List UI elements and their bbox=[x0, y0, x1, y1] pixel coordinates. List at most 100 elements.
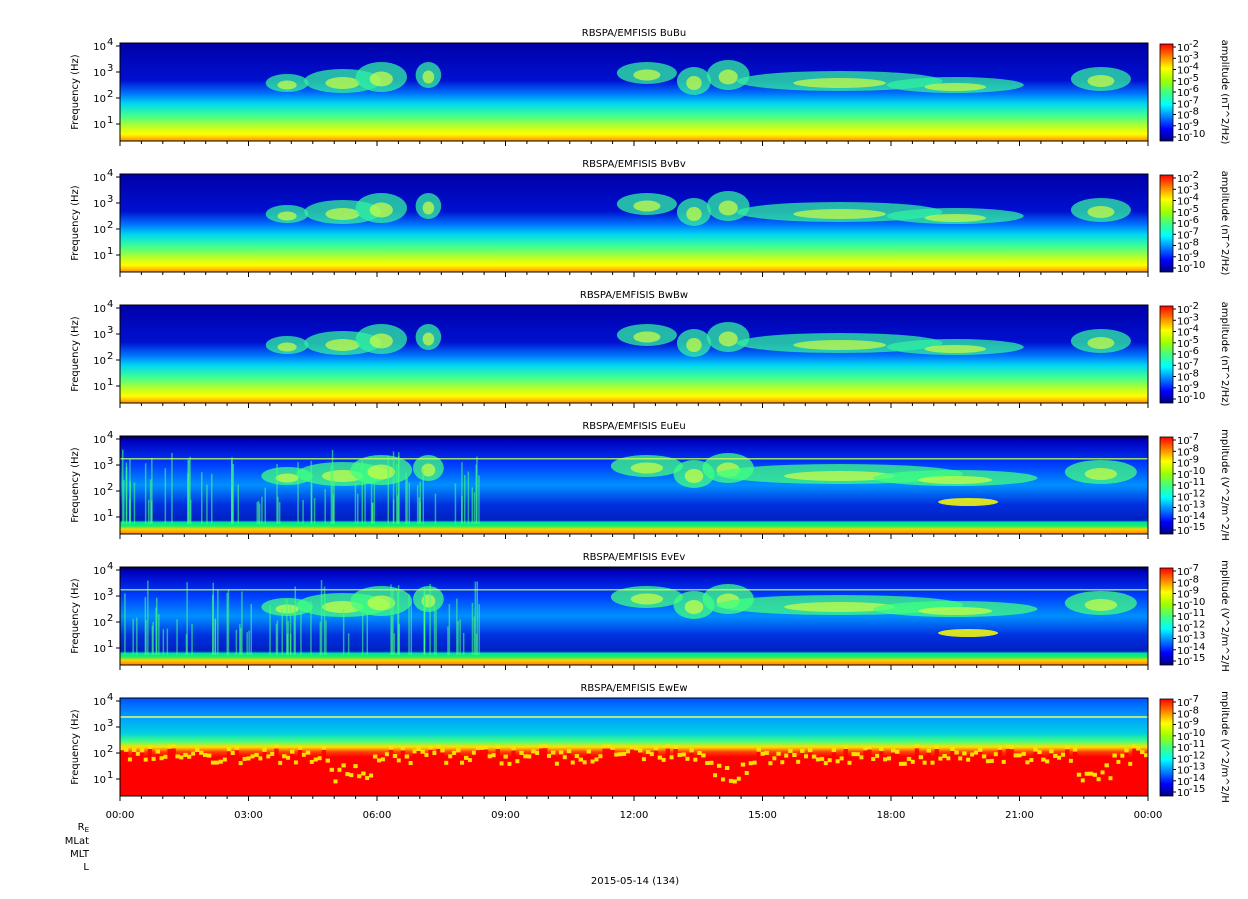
colorbar-tick-exponent: -14 bbox=[1189, 773, 1205, 784]
colorbar-tick-exponent: -13 bbox=[1189, 762, 1205, 773]
colorbar-tick-base: 10 bbox=[1177, 316, 1190, 327]
y-tick-exponent: 4 bbox=[107, 692, 113, 703]
colorbar-tick-base: 10 bbox=[1177, 339, 1190, 350]
time-axis: 00:00 03:00 06:00 09:00 12:00 15:00 18:00 21:00… bbox=[106, 810, 1163, 821]
colorbar: 10-210-310-410-510-610-710-810-910-10 amp… bbox=[1159, 39, 1230, 145]
ephemeris-label: MLT bbox=[70, 849, 90, 860]
colorbar-tick-exponent: -5 bbox=[1189, 335, 1199, 346]
spectrogram-image bbox=[120, 436, 1148, 534]
y-axis-label: Frequency (Hz) bbox=[70, 185, 81, 261]
x-tick-label: 06:00 bbox=[363, 810, 392, 821]
ephemeris-label: RE bbox=[78, 822, 89, 834]
colorbar-tick-exponent: -12 bbox=[1189, 488, 1205, 499]
colorbar-label: amplitude (nT^2/Hz) bbox=[1219, 40, 1230, 145]
x-tick-label: 00:00 bbox=[1134, 810, 1163, 821]
y-tick-exponent: 4 bbox=[107, 299, 113, 310]
y-tick-exponent: 2 bbox=[107, 744, 113, 755]
colorbar-tick-exponent: -2 bbox=[1189, 39, 1199, 50]
colorbar-tick-exponent: -15 bbox=[1189, 653, 1205, 664]
colorbar-tick-base: 10 bbox=[1177, 230, 1190, 241]
y-tick-exponent: 1 bbox=[107, 377, 113, 388]
colorbar-tick-exponent: -10 bbox=[1189, 728, 1205, 739]
colorbar-tick-exponent: -3 bbox=[1189, 181, 1199, 192]
colorbar-tick-exponent: -15 bbox=[1189, 522, 1205, 533]
colorbar-tick-exponent: -9 bbox=[1189, 249, 1199, 260]
colorbar-label: mplitude (V^2/m^2/H bbox=[1219, 429, 1230, 541]
colorbar-tick-exponent: -8 bbox=[1189, 443, 1199, 454]
y-tick-exponent: 1 bbox=[107, 770, 113, 781]
y-tick-exponent: 2 bbox=[107, 613, 113, 624]
colorbar-tick-base: 10 bbox=[1177, 721, 1190, 732]
colorbar-tick-base: 10 bbox=[1177, 754, 1190, 765]
colorbar-tick-base: 10 bbox=[1177, 88, 1190, 99]
colorbar-tick-exponent: -4 bbox=[1189, 324, 1199, 335]
colorbar-tick-exponent: -14 bbox=[1189, 511, 1205, 522]
y-tick-label: 10 bbox=[93, 618, 106, 629]
colorbar-tick-base: 10 bbox=[1177, 567, 1190, 578]
colorbar-tick-base: 10 bbox=[1177, 612, 1190, 623]
colorbar-tick-exponent: -9 bbox=[1189, 455, 1199, 466]
colorbar-tick-exponent: -6 bbox=[1189, 215, 1199, 226]
colorbar-tick-base: 10 bbox=[1177, 395, 1190, 406]
spectrogram-image bbox=[120, 567, 1148, 665]
colorbar-tick-base: 10 bbox=[1177, 328, 1190, 339]
panel-title: RBSPA/EMFISIS BwBw bbox=[580, 290, 688, 301]
y-tick-exponent: 1 bbox=[107, 639, 113, 650]
y-axis-label: Frequency (Hz) bbox=[70, 447, 81, 523]
colorbar-tick-base: 10 bbox=[1177, 709, 1190, 720]
colorbar-tick-exponent: -11 bbox=[1189, 739, 1205, 750]
colorbar-tick-exponent: -12 bbox=[1189, 619, 1205, 630]
y-tick-exponent: 2 bbox=[107, 89, 113, 100]
colorbar-tick-exponent: -7 bbox=[1189, 95, 1199, 106]
colorbar-tick-exponent: -7 bbox=[1189, 357, 1199, 368]
y-tick-exponent: 4 bbox=[107, 561, 113, 572]
colorbar-tick-exponent: -5 bbox=[1189, 73, 1199, 84]
colorbar-tick-base: 10 bbox=[1177, 470, 1190, 481]
spectrogram-image bbox=[120, 174, 1148, 272]
colorbar-tick-base: 10 bbox=[1177, 219, 1190, 230]
colorbar-tick-base: 10 bbox=[1177, 515, 1190, 526]
colorbar-tick-exponent: -13 bbox=[1189, 500, 1205, 511]
colorbar-tick-base: 10 bbox=[1177, 492, 1190, 503]
colorbar-tick-exponent: -8 bbox=[1189, 238, 1199, 249]
y-tick-exponent: 2 bbox=[107, 482, 113, 493]
y-tick-label: 10 bbox=[93, 356, 106, 367]
y-tick-exponent: 2 bbox=[107, 351, 113, 362]
y-tick-exponent: 3 bbox=[107, 456, 113, 467]
colorbar-tick-base: 10 bbox=[1177, 43, 1190, 54]
colorbar-tick-base: 10 bbox=[1177, 77, 1190, 88]
colorbar-label: amplitude (nT^2/Hz) bbox=[1219, 302, 1230, 407]
colorbar-tick-base: 10 bbox=[1177, 766, 1190, 777]
y-tick-label: 10 bbox=[93, 461, 106, 472]
colorbar-tick-base: 10 bbox=[1177, 305, 1190, 316]
colorbar-tick-exponent: -8 bbox=[1189, 107, 1199, 118]
colorbar-tick-exponent: -10 bbox=[1189, 260, 1205, 271]
ephemeris-label: MLat bbox=[65, 836, 89, 847]
y-tick-exponent: 3 bbox=[107, 63, 113, 74]
colorbar-tick-base: 10 bbox=[1177, 504, 1190, 515]
colorbar-tick-base: 10 bbox=[1177, 578, 1190, 589]
colorbar-tick-exponent: -2 bbox=[1189, 170, 1199, 181]
colorbar-tick-exponent: -11 bbox=[1189, 608, 1205, 619]
colorbar-tick-base: 10 bbox=[1177, 264, 1190, 275]
y-tick-exponent: 1 bbox=[107, 508, 113, 519]
y-tick-label: 10 bbox=[93, 644, 106, 655]
y-tick-label: 10 bbox=[93, 487, 106, 498]
y-tick-label: 10 bbox=[93, 68, 106, 79]
date-label: 2015-05-14 (134) bbox=[591, 876, 679, 887]
colorbar-tick-base: 10 bbox=[1177, 481, 1190, 492]
y-tick-label: 10 bbox=[93, 592, 106, 603]
y-axis-label: Frequency (Hz) bbox=[70, 578, 81, 654]
y-tick-label: 10 bbox=[93, 697, 106, 708]
spectrogram-image bbox=[120, 305, 1148, 403]
y-tick-label: 10 bbox=[93, 513, 106, 524]
colorbar-tick-base: 10 bbox=[1177, 373, 1190, 384]
colorbar-tick-exponent: -8 bbox=[1189, 574, 1199, 585]
colorbar-tick-base: 10 bbox=[1177, 185, 1190, 196]
y-tick-label: 10 bbox=[93, 304, 106, 315]
colorbar: 10-210-310-410-510-610-710-810-910-10 amp… bbox=[1159, 301, 1230, 407]
colorbar-tick-exponent: -6 bbox=[1189, 346, 1199, 357]
